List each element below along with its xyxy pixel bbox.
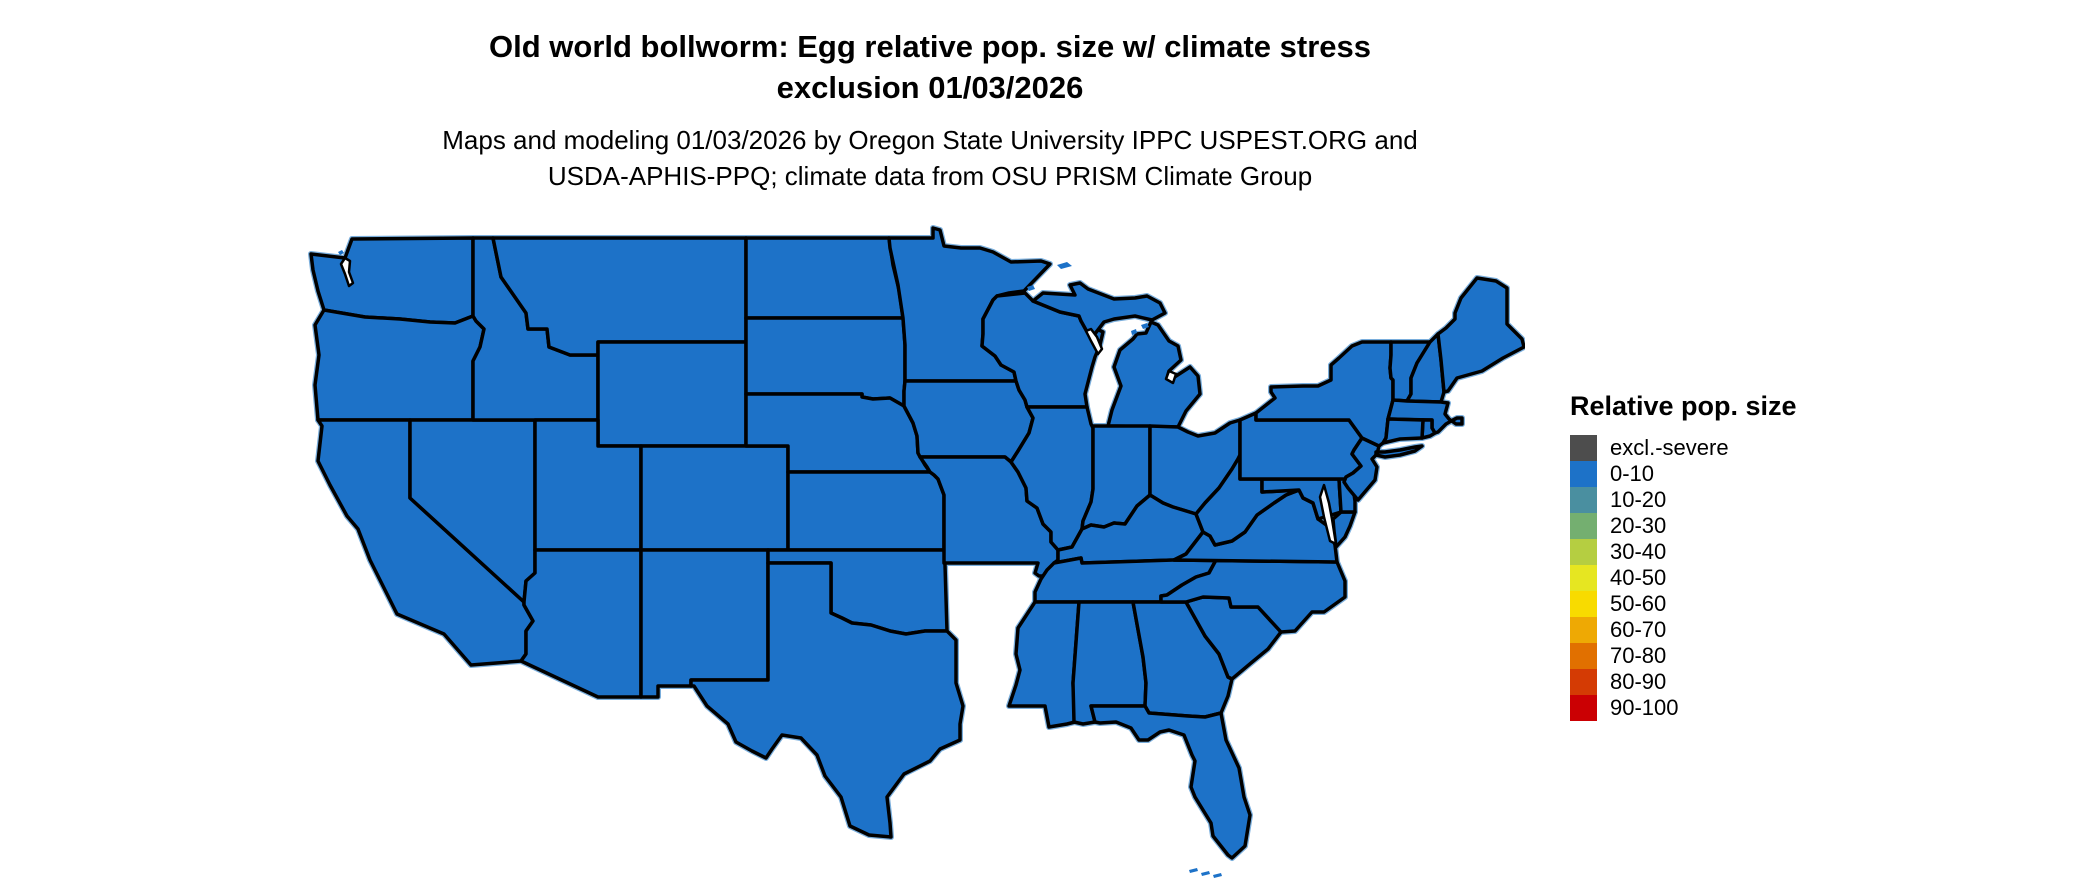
- figure-title-line1: Old world bollworm: Egg relative pop. si…: [489, 29, 1371, 64]
- legend-row: 90-100: [1570, 695, 1797, 721]
- state-ks: [786, 470, 946, 552]
- legend-label: 70-80: [1610, 643, 1667, 668]
- legend-row: excl.-severe: [1570, 435, 1797, 461]
- figure-title: Old world bollworm: Egg relative pop. si…: [0, 26, 1860, 108]
- legend-row: 70-80: [1570, 643, 1797, 669]
- island-isle_royale: [1057, 262, 1072, 269]
- island-florida_keys_1: [1189, 868, 1198, 873]
- figure-subtitle: Maps and modeling 01/03/2026 by Oregon S…: [0, 122, 1860, 194]
- legend-row: 30-40: [1570, 539, 1797, 565]
- legend-color-swatch: [1570, 617, 1597, 643]
- legend-label: excl.-severe: [1610, 435, 1729, 460]
- figure-title-line2: exclusion 01/03/2026: [776, 70, 1084, 105]
- legend-label: 90-100: [1610, 695, 1679, 720]
- water-chesapeake_bay: [1318, 483, 1338, 546]
- legend-color-swatch: [1570, 461, 1597, 487]
- island-florida_keys_3: [1213, 873, 1222, 878]
- legend-row: 10-20: [1570, 487, 1797, 513]
- state-fl: [1089, 704, 1252, 860]
- state-az: [519, 548, 643, 699]
- state-me: [1436, 276, 1525, 394]
- legend-row: 60-70: [1570, 617, 1797, 643]
- island-manitou_island: [1131, 329, 1137, 335]
- island-beaver_island: [1141, 323, 1149, 329]
- us-map: [308, 225, 1525, 878]
- state-or: [313, 308, 486, 422]
- state-nc: [1159, 558, 1347, 634]
- state-pa: [1238, 411, 1364, 481]
- figure-subtitle-line2: USDA-APHIS-PPQ; climate data from OSU PR…: [547, 161, 1313, 191]
- legend: Relative pop. size excl.-severe 0-10 10-20…: [1570, 391, 1797, 721]
- state-co: [639, 444, 790, 552]
- legend-color-swatch: [1570, 695, 1597, 721]
- legend-row: 40-50: [1570, 565, 1797, 591]
- legend-row: 80-90: [1570, 669, 1797, 695]
- state-longisland: [1374, 444, 1424, 459]
- legend-color-swatch: [1570, 591, 1597, 617]
- legend-row: 0-10: [1570, 461, 1797, 487]
- legend-label: 0-10: [1610, 461, 1655, 486]
- state-milp: [1106, 320, 1202, 429]
- legend-color-swatch: [1570, 539, 1597, 565]
- state-nm: [639, 548, 770, 699]
- state-ia: [902, 379, 1035, 464]
- legend-color-swatch: [1570, 487, 1597, 513]
- state-nj: [1342, 436, 1381, 502]
- state-tx: [689, 561, 965, 839]
- legend-label: 50-60: [1610, 591, 1667, 616]
- legend-label: 60-70: [1610, 617, 1667, 642]
- legend-color-swatch: [1570, 435, 1597, 461]
- water-green_bay: [1084, 327, 1104, 356]
- legend-label: 80-90: [1610, 669, 1667, 694]
- legend-label: 30-40: [1610, 539, 1667, 564]
- water-puget_sound: [339, 256, 355, 288]
- legend-color-swatch: [1570, 643, 1597, 669]
- legend-color-swatch: [1570, 669, 1597, 695]
- state-ct: [1381, 417, 1425, 445]
- water-saginaw_bay: [1164, 369, 1178, 385]
- legend-label: 10-20: [1610, 487, 1667, 512]
- legend-row: 50-60: [1570, 591, 1797, 617]
- state-miup: [1031, 281, 1167, 341]
- islands-layer: [338, 250, 1222, 878]
- legend-title: Relative pop. size: [1570, 391, 1797, 421]
- state-nd: [744, 236, 905, 320]
- island-apostle_islands: [1027, 285, 1035, 291]
- state-wy: [596, 340, 748, 448]
- legend-items: excl.-severe 0-10 10-20 20-30 30-40 40-50 50-6…: [1570, 435, 1797, 721]
- island-florida_keys_2: [1201, 871, 1210, 876]
- legend-label: 20-30: [1610, 513, 1667, 538]
- legend-row: 20-30: [1570, 513, 1797, 539]
- legend-label: 40-50: [1610, 565, 1667, 590]
- island-san_juan_islands: [338, 250, 344, 255]
- legend-color-swatch: [1570, 565, 1597, 591]
- legend-color-swatch: [1570, 513, 1597, 539]
- figure-subtitle-line1: Maps and modeling 01/03/2026 by Oregon S…: [442, 125, 1418, 155]
- inland-water-layer: [339, 256, 1338, 546]
- states-layer: [309, 226, 1525, 860]
